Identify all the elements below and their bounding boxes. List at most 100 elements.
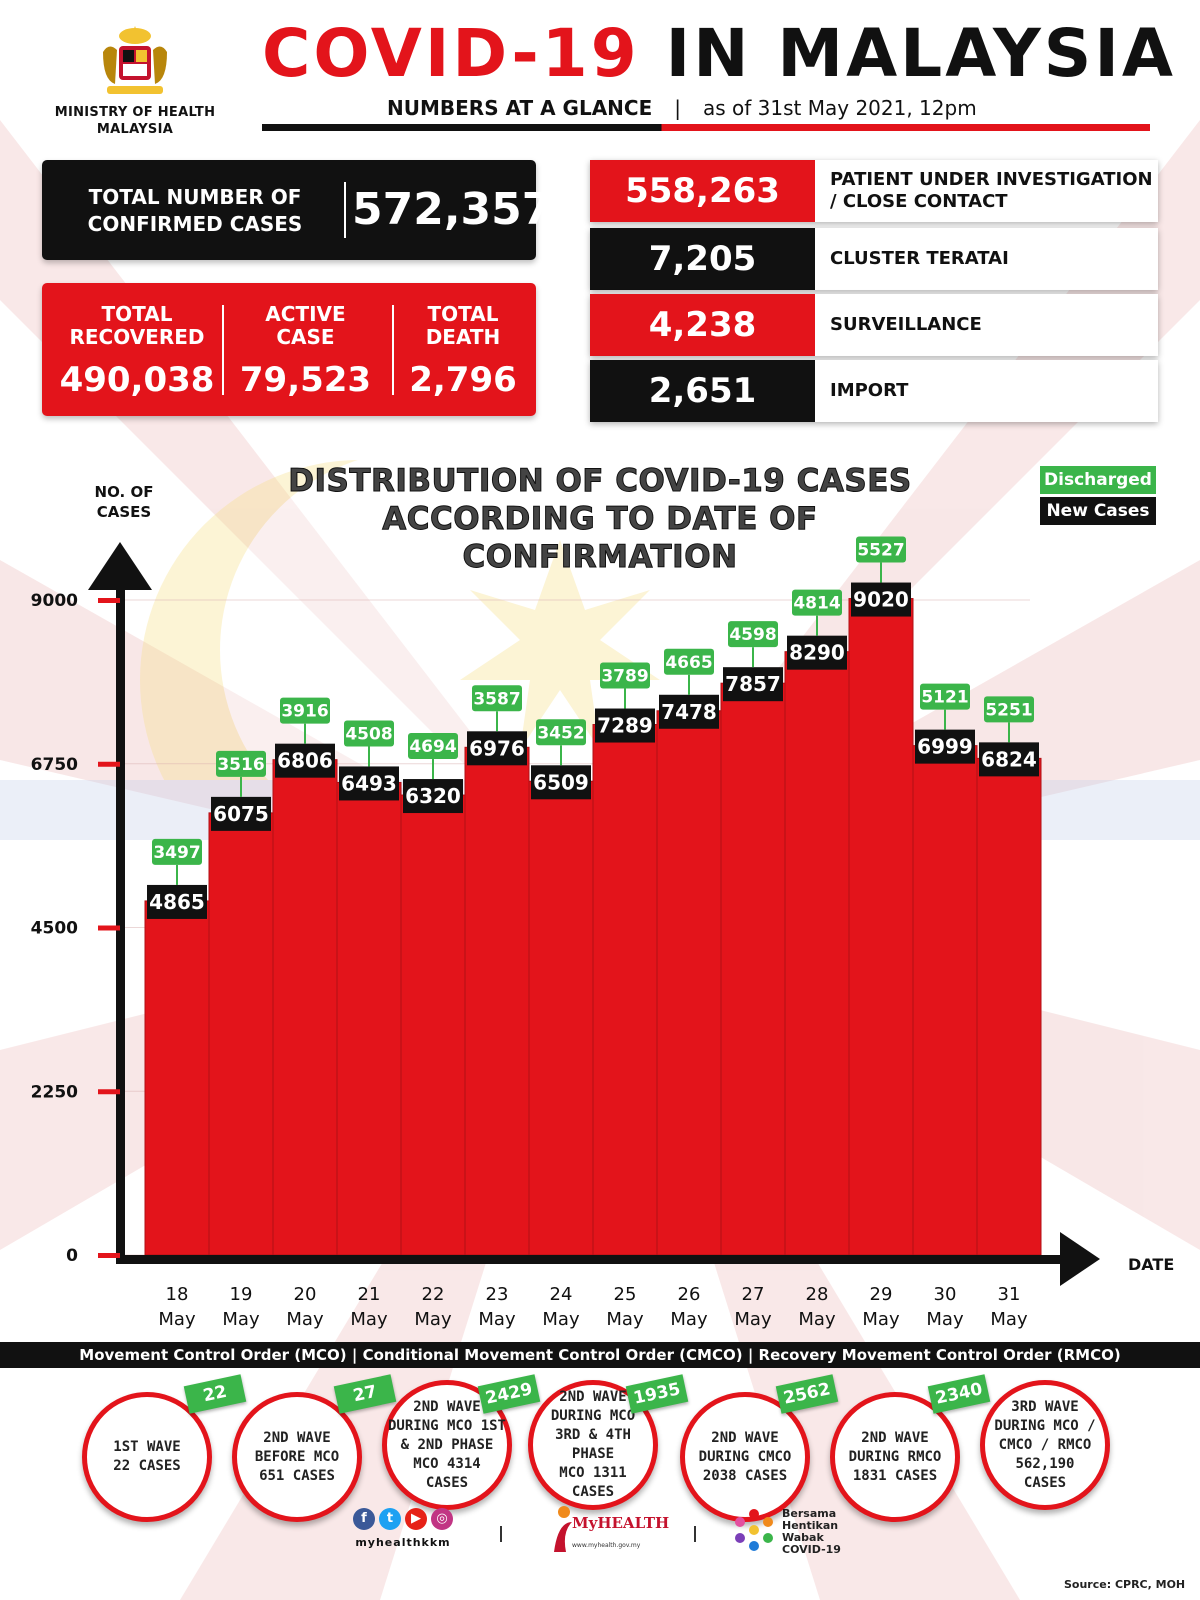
discharged-badge-bg bbox=[856, 536, 906, 563]
x-tick-day: 19 bbox=[230, 1284, 253, 1305]
wave-text: 2ND WAVE DURING MCO 3RD & 4TH PHASE MCO … bbox=[550, 1389, 636, 1500]
wave-circle-7: 3RD WAVE DURING MCO / CMCO / RMCO 562,19… bbox=[980, 1380, 1110, 1510]
active-label-line1: ACTIVE bbox=[265, 302, 346, 326]
bar bbox=[976, 757, 1042, 1256]
instagram-icon[interactable]: ◎ bbox=[431, 1508, 453, 1530]
youtube-icon[interactable]: ▶ bbox=[405, 1508, 427, 1530]
subtitle-date: as of 31st May 2021, 12pm bbox=[703, 96, 977, 120]
subtitle: NUMBERS AT A GLANCE | as of 31st May 2021,… bbox=[262, 94, 1142, 124]
chart-title: DISTRIBUTION OF COVID-19 CASES ACCORDING… bbox=[260, 462, 940, 576]
discharged-label: 5251 bbox=[985, 700, 1032, 720]
discharged-badge-bg bbox=[344, 720, 394, 747]
x-axis bbox=[116, 1255, 1066, 1264]
discharged-label: 3452 bbox=[537, 723, 584, 743]
x-tick-month: May bbox=[414, 1309, 452, 1330]
x-tick-day: 24 bbox=[550, 1284, 573, 1305]
wave-text: 3RD WAVE DURING MCO / CMCO / RMCO 562,19… bbox=[994, 1398, 1096, 1491]
bersama-line4: COVID-19 bbox=[782, 1543, 841, 1556]
social-links: f t ▶ ◎ myhealthkkm bbox=[348, 1508, 458, 1558]
bersama-line2: Hentikan bbox=[782, 1519, 839, 1532]
source-value: 558,263 bbox=[590, 160, 815, 222]
page-title: COVID-19 IN MALAYSIA bbox=[262, 14, 1173, 94]
discharged-badge-bg bbox=[408, 733, 458, 760]
y-tick-mark bbox=[98, 925, 120, 931]
wave-circle-4: 2ND WAVE DURING MCO 3RD & 4TH PHASE MCO … bbox=[528, 1380, 658, 1510]
wave-circle-6: 2ND WAVE DURING RMCO 1831 CASES bbox=[830, 1392, 960, 1522]
x-tick-month: May bbox=[798, 1309, 836, 1330]
y-axis-label: NO. OF CASES bbox=[84, 482, 164, 522]
bar bbox=[848, 598, 914, 1256]
y-tick-label: 0 bbox=[66, 1246, 78, 1266]
x-tick-day: 31 bbox=[998, 1284, 1021, 1305]
source-value: 4,238 bbox=[590, 294, 815, 356]
wave-text: 1ST WAVE 22 CASES bbox=[113, 1439, 181, 1474]
bersama-line3: Wabak bbox=[782, 1531, 824, 1544]
new-cases-label-bg bbox=[339, 766, 399, 801]
x-tick-month: May bbox=[734, 1309, 772, 1330]
bersama-logo: Bersama Hentikan Wabak COVID-19 bbox=[728, 1502, 868, 1562]
social-handle: myhealthkkm bbox=[355, 1536, 451, 1549]
ministry-logo: MINISTRY OF HEALTH MALAYSIA bbox=[40, 22, 230, 137]
source-credit: Source: CPRC, MOH bbox=[1064, 1578, 1186, 1591]
new-cases-label: 7478 bbox=[661, 700, 717, 724]
recovered-label-line2: RECOVERED bbox=[69, 325, 205, 349]
discharged-badge-bg bbox=[728, 621, 778, 648]
x-tick-month: May bbox=[222, 1309, 260, 1330]
x-tick-month: May bbox=[350, 1309, 388, 1330]
bar bbox=[208, 812, 274, 1256]
new-cases-label-bg bbox=[147, 884, 207, 919]
discharged-badge-bg bbox=[984, 696, 1034, 723]
bar bbox=[912, 745, 978, 1256]
source-value: 2,651 bbox=[590, 360, 815, 422]
new-cases-label-bg bbox=[531, 765, 591, 800]
bar bbox=[272, 759, 338, 1256]
new-cases-label-bg bbox=[467, 731, 527, 766]
discharged-badge-bg bbox=[536, 719, 586, 746]
new-cases-label: 6999 bbox=[917, 735, 973, 759]
outcome-divider-1 bbox=[222, 305, 224, 395]
death-label-line1: TOTAL bbox=[427, 302, 499, 326]
myhealth-logo: MyHEALTH www.myhealth.gov.my bbox=[548, 1500, 669, 1560]
discharged-label: 4665 bbox=[665, 653, 712, 673]
x-tick-day: 23 bbox=[486, 1284, 509, 1305]
x-tick-day: 20 bbox=[294, 1284, 317, 1305]
discharged-badge-bg bbox=[920, 683, 970, 710]
death-stat: TOTAL DEATH 2,796 bbox=[398, 303, 528, 403]
twitter-icon[interactable]: t bbox=[379, 1508, 401, 1530]
new-cases-label-bg bbox=[275, 743, 335, 778]
new-cases-label-bg bbox=[915, 729, 975, 764]
new-cases-label-bg bbox=[595, 708, 655, 743]
source-label: IMPORT bbox=[830, 380, 909, 401]
y-axis-label-line1: NO. OF bbox=[94, 483, 154, 501]
active-stat: ACTIVE CASE 79,523 bbox=[228, 303, 383, 403]
facebook-icon[interactable]: f bbox=[353, 1508, 375, 1530]
y-tick-label: 6750 bbox=[31, 755, 78, 775]
discharged-label: 3587 bbox=[473, 689, 520, 709]
chart-title-line2: ACCORDING TO DATE OF CONFIRMATION bbox=[382, 501, 818, 576]
source-label: SURVEILLANCE bbox=[830, 314, 982, 335]
bar bbox=[400, 794, 466, 1256]
x-axis-arrow bbox=[1060, 1232, 1100, 1286]
new-cases-label-bg bbox=[403, 779, 463, 814]
ministry-name-line2: MALAYSIA bbox=[96, 122, 174, 137]
recovered-label-line1: TOTAL bbox=[101, 302, 173, 326]
x-tick-day: 27 bbox=[742, 1284, 765, 1305]
new-cases-label: 7289 bbox=[597, 714, 653, 738]
discharged-label: 3916 bbox=[281, 702, 328, 722]
new-cases-label: 8290 bbox=[789, 641, 845, 665]
bar bbox=[464, 746, 530, 1256]
death-value: 2,796 bbox=[409, 360, 517, 400]
new-cases-label-bg bbox=[787, 635, 847, 670]
bar bbox=[592, 724, 658, 1256]
wave-text: 2ND WAVE DURING CMCO 2038 CASES bbox=[698, 1429, 792, 1484]
new-cases-label: 6320 bbox=[405, 784, 461, 808]
source-row-cluster: 7,205 CLUSTER TERATAI bbox=[590, 228, 1158, 290]
discharged-badge-bg bbox=[216, 750, 266, 777]
outcome-card: TOTAL RECOVERED 490,038 ACTIVE CASE 79,5… bbox=[42, 283, 536, 416]
legend-new-cases: New Cases bbox=[1040, 497, 1156, 525]
death-label-line2: DEATH bbox=[425, 325, 501, 349]
discharged-badge-bg bbox=[664, 648, 714, 675]
myhealth-url: www.myhealth.gov.my bbox=[572, 1542, 641, 1549]
discharged-label: 3497 bbox=[153, 843, 200, 863]
